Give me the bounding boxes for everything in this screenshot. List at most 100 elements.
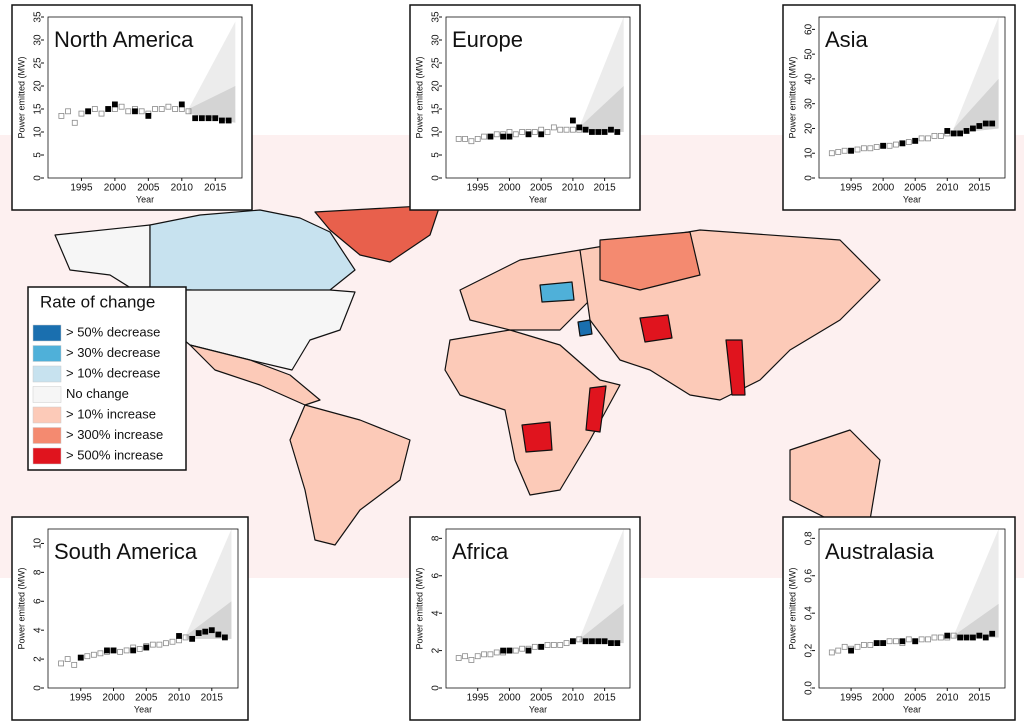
data-point: [982, 120, 989, 127]
x-tick-label: 2000: [498, 693, 521, 704]
x-tick-label: 2000: [872, 693, 895, 704]
legend-swatch: [32, 386, 62, 403]
data-point: [989, 630, 996, 637]
projection-inner: [953, 78, 999, 134]
data-point: [176, 633, 182, 639]
data-point: [899, 638, 906, 645]
x-axis-label: Year: [903, 194, 921, 204]
data-point: [136, 646, 143, 652]
data-point: [918, 636, 925, 643]
data-point: [841, 643, 848, 650]
projection: [579, 17, 624, 132]
data-point: [905, 139, 912, 145]
data-point: [158, 106, 165, 112]
x-tick-label: 2015: [593, 693, 616, 704]
data-point: [970, 125, 976, 132]
data-point: [117, 648, 123, 655]
data-point: [905, 636, 912, 643]
data-point: [835, 647, 842, 654]
projection: [953, 529, 999, 638]
data-point: [531, 129, 538, 135]
data-point: [145, 113, 152, 119]
projection: [579, 529, 624, 644]
y-tick-label: 5: [33, 152, 44, 158]
x-axis-label: Year: [134, 704, 152, 714]
y-tick-label: 4: [431, 610, 442, 616]
data-point: [182, 634, 189, 641]
legend-label: > 30% decrease: [66, 345, 160, 360]
data-point: [500, 647, 507, 654]
data-point: [474, 653, 481, 660]
data-point: [58, 113, 65, 119]
data-point: [950, 632, 957, 639]
syria: [577, 319, 593, 337]
data-point: [925, 135, 931, 142]
y-tick-label: 25: [33, 57, 44, 69]
y-tick-label: 0.4: [804, 606, 815, 620]
data-point: [149, 641, 156, 648]
x-tick-label: 1995: [467, 183, 490, 194]
data-point: [601, 129, 608, 135]
y-tick-label: 0.6: [804, 568, 815, 582]
data-point: [576, 636, 583, 643]
data-point: [589, 638, 595, 645]
y-axis-label: Power emitted (MW): [787, 56, 797, 138]
x-axis-label: Year: [529, 194, 547, 204]
plot-frame: [47, 16, 243, 179]
inset-title: Asia: [825, 27, 869, 52]
y-tick-label: 15: [431, 103, 442, 115]
data-point: [867, 642, 874, 648]
inset-chart: 0 5 10 15 20 25 30 35 1995 2000 2005 2010 2015 Year Po…: [11, 4, 253, 211]
data-point: [132, 108, 138, 115]
data-point: [462, 135, 468, 142]
data-point: [58, 660, 65, 667]
data-point: [589, 129, 595, 135]
x-tick-label: 1995: [467, 693, 490, 704]
y-tick-label: 8: [431, 535, 442, 541]
data-point: [212, 115, 219, 122]
y-axis-label: Power emitted (MW): [414, 56, 424, 138]
data-point: [172, 106, 179, 112]
data-point: [192, 115, 199, 122]
data-point: [198, 115, 205, 122]
y-tick-label: 30: [33, 34, 44, 46]
legend-label: > 10% decrease: [66, 365, 160, 380]
data-point: [91, 106, 98, 112]
y-tick-label: 0: [804, 175, 815, 181]
data-point: [90, 651, 97, 658]
data-point: [873, 144, 880, 150]
data-point: [880, 142, 887, 149]
y-tick-label: 4: [33, 627, 44, 633]
data-point: [215, 631, 222, 638]
data-point: [963, 128, 970, 134]
data-point: [608, 640, 614, 647]
x-tick-label: 2005: [530, 693, 553, 704]
x-tick-label: 2010: [168, 693, 191, 704]
plot-frame: [47, 528, 239, 689]
y-tick-label: 20: [804, 122, 815, 134]
y-tick-label: 15: [33, 103, 44, 115]
inset-title: Europe: [452, 27, 523, 52]
africa: [444, 329, 621, 496]
y-tick-label: 60: [804, 23, 815, 35]
data-point: [982, 634, 989, 641]
x-tick-label: 2010: [562, 693, 585, 704]
x-tick-label: 2015: [593, 183, 616, 194]
inset-title: Australasia: [825, 539, 935, 564]
y-tick-label: 35: [33, 11, 44, 23]
data-point: [569, 638, 576, 645]
legend-swatch: [32, 447, 62, 465]
data-point: [152, 106, 158, 112]
data-point: [601, 638, 608, 645]
data-point: [202, 628, 209, 635]
data-point: [77, 654, 84, 661]
data-point: [944, 128, 951, 134]
inset-title: North America: [54, 27, 194, 52]
data-point: [525, 647, 532, 654]
data-point: [563, 126, 570, 133]
y-tick-label: 25: [431, 57, 442, 69]
data-point: [950, 130, 957, 137]
y-tick-label: 10: [33, 537, 44, 549]
projection-inner: [185, 601, 232, 639]
data-point: [538, 643, 545, 650]
